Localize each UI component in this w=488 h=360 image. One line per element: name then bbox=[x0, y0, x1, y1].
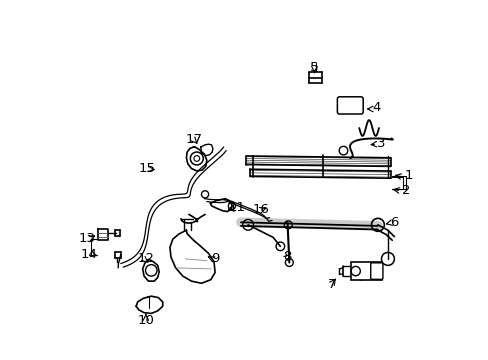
FancyBboxPatch shape bbox=[351, 262, 381, 280]
Text: 12: 12 bbox=[137, 252, 154, 265]
Text: 17: 17 bbox=[184, 133, 202, 146]
Text: 4: 4 bbox=[371, 101, 380, 114]
Text: 10: 10 bbox=[137, 314, 154, 327]
FancyBboxPatch shape bbox=[370, 263, 382, 279]
Text: 3: 3 bbox=[376, 137, 385, 150]
Text: 13: 13 bbox=[78, 231, 95, 244]
Text: 11: 11 bbox=[227, 202, 244, 215]
Text: 7: 7 bbox=[327, 278, 336, 291]
Text: 15: 15 bbox=[138, 162, 155, 175]
Text: 8: 8 bbox=[282, 249, 290, 262]
Text: 6: 6 bbox=[389, 216, 398, 229]
Text: 2: 2 bbox=[401, 184, 409, 197]
Text: 9: 9 bbox=[211, 252, 220, 265]
Text: 1: 1 bbox=[404, 169, 412, 182]
Text: 5: 5 bbox=[309, 60, 318, 73]
Text: 14: 14 bbox=[80, 248, 97, 261]
Text: 16: 16 bbox=[252, 203, 268, 216]
FancyBboxPatch shape bbox=[337, 97, 363, 114]
